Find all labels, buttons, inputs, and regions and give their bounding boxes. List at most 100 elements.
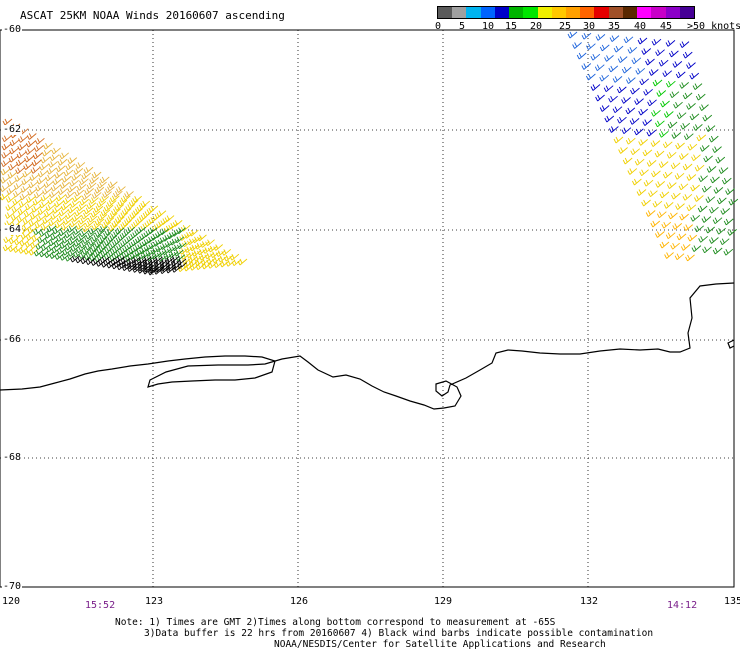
wind-barb — [237, 258, 248, 266]
wind-barb — [65, 191, 75, 199]
colorbar-swatch — [523, 7, 538, 18]
wind-barb — [663, 111, 674, 118]
wind-barb — [94, 230, 105, 238]
wind-barb — [97, 236, 108, 244]
wind-barb — [698, 175, 708, 183]
wind-barb — [661, 221, 672, 229]
wind-barb — [675, 203, 685, 210]
wind-barb — [111, 208, 121, 216]
wind-barb — [701, 185, 712, 193]
colorbar-swatch — [452, 7, 467, 18]
wind-barb — [40, 156, 51, 164]
wind-barb — [83, 207, 94, 215]
colorbar-label: 35 — [608, 21, 621, 32]
wind-barb — [706, 166, 717, 173]
wind-barb — [8, 237, 19, 245]
wind-barb — [718, 167, 729, 174]
wind-barb — [46, 167, 57, 175]
wind-barb — [76, 204, 87, 211]
wind-barb — [686, 62, 696, 69]
colorbar-swatch — [622, 7, 638, 18]
wind-barb — [698, 235, 708, 243]
colorbar-swatch — [679, 7, 694, 18]
wind-barb — [156, 210, 167, 218]
wind-barb — [682, 92, 693, 100]
wind-barb — [673, 101, 683, 109]
wind-barb — [719, 238, 730, 246]
wind-barb — [725, 188, 735, 195]
wind-barb — [118, 212, 129, 219]
wind-barb — [40, 194, 51, 202]
wind-barb — [58, 229, 69, 237]
wind-barb — [699, 145, 710, 152]
wind-barb — [654, 150, 665, 158]
wind-barb — [114, 216, 125, 224]
wind-barb — [93, 205, 104, 213]
wind-barb — [651, 38, 662, 46]
wind-barb — [84, 220, 95, 228]
wind-barb — [613, 136, 624, 144]
wind-barb — [74, 189, 85, 197]
wind-barb — [82, 225, 92, 233]
wind-barb — [42, 188, 52, 195]
wind-barb — [82, 237, 92, 244]
wind-barb — [679, 41, 690, 48]
wind-barb — [687, 234, 698, 242]
wind-barb — [31, 205, 42, 213]
wind-barb — [128, 233, 138, 241]
wind-barb — [659, 191, 670, 199]
wind-barb — [84, 188, 94, 195]
wind-barb — [56, 247, 67, 255]
wind-barb — [75, 223, 86, 230]
wind-barb — [81, 247, 92, 255]
colorbar-swatch — [665, 7, 680, 18]
wind-barb — [67, 185, 77, 193]
wind-barb — [125, 204, 136, 211]
wind-barb — [590, 53, 601, 61]
wind-barb — [46, 225, 57, 233]
wind-barb — [50, 233, 61, 241]
wind-barb — [676, 112, 687, 120]
wind-barb — [617, 116, 627, 124]
wind-barb — [668, 212, 678, 220]
wind-barb — [13, 190, 23, 198]
wind-barb — [643, 88, 653, 96]
wind-barb — [74, 209, 85, 217]
wind-barb — [70, 245, 81, 252]
wind-barb — [26, 133, 37, 140]
colorbar-swatch — [551, 7, 566, 18]
wind-barb — [56, 215, 67, 223]
wind-barb — [686, 204, 697, 212]
wind-barb — [20, 232, 31, 240]
wind-barb — [89, 197, 99, 204]
wind-barb — [24, 240, 35, 248]
wind-barb — [616, 86, 627, 94]
wind-barb — [622, 157, 633, 165]
wind-barb — [24, 155, 34, 163]
wind-barb — [8, 155, 19, 163]
wind-barb — [694, 225, 704, 233]
wind-barb — [15, 167, 25, 175]
wind-barb — [56, 194, 66, 202]
wind-barb — [57, 188, 68, 196]
wind-barb — [124, 191, 134, 198]
wind-barb — [646, 160, 657, 167]
wind-barb — [29, 174, 40, 182]
wind-barb — [199, 241, 210, 248]
wind-barb — [36, 177, 47, 185]
wind-barb — [690, 184, 700, 192]
colorbar-label: 30 — [583, 21, 596, 32]
wind-barb — [12, 198, 22, 206]
wind-barb — [599, 44, 610, 52]
wind-barb — [604, 55, 614, 62]
wind-barb — [631, 178, 642, 186]
wind-barb — [81, 212, 91, 220]
wind-barb — [662, 171, 673, 179]
colorbar-label: 5 — [459, 21, 466, 32]
wind-barb — [61, 236, 72, 244]
wind-barb — [106, 244, 116, 252]
wind-barb — [627, 168, 638, 175]
wind-barb — [65, 243, 75, 251]
wind-barb — [140, 212, 151, 220]
wind-barb — [45, 174, 55, 182]
